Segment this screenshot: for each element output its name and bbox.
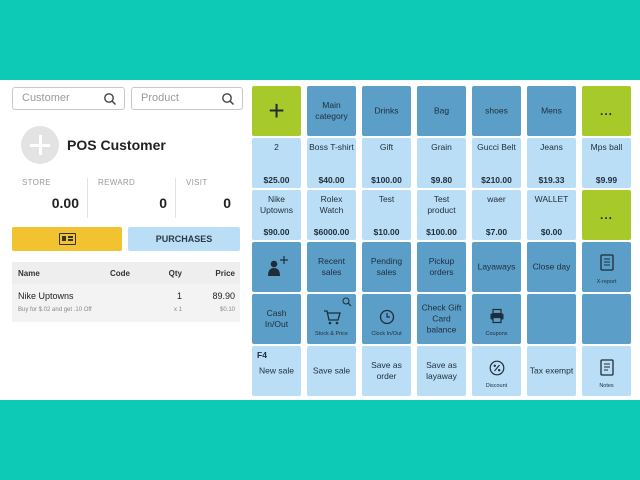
plus-icon: + — [268, 95, 285, 126]
close-day-button[interactable]: Close day — [527, 242, 576, 292]
visit-label: VISIT — [186, 178, 208, 187]
col-name: Name — [18, 269, 40, 278]
percent-icon — [489, 360, 504, 376]
product-search-input[interactable]: Product — [131, 87, 243, 110]
pos-screen: Customer Product POS Customer STORE 0.00… — [0, 80, 640, 400]
visit-value: 0 — [223, 195, 231, 211]
item-discount-price: $0.10 — [219, 307, 235, 313]
product-tile[interactable]: WALLET $0.00 — [527, 190, 576, 240]
add-item-button[interactable]: + — [252, 86, 301, 136]
category-main[interactable]: Main category — [307, 86, 356, 136]
new-sale-button[interactable]: F4 New sale — [252, 346, 301, 396]
col-price: Price — [215, 269, 235, 278]
report-icon — [599, 254, 614, 271]
empty-tile[interactable] — [582, 294, 631, 344]
category-mens[interactable]: Mens — [527, 86, 576, 136]
f4-shortcut: F4 — [257, 350, 267, 360]
cash-in-out-button[interactable]: Cash In/Out — [252, 294, 301, 344]
reward-stat: REWARD 0 — [98, 178, 176, 218]
search-icon — [342, 297, 352, 307]
stock-price-button[interactable]: Stock & Price — [307, 294, 356, 344]
x-report-button[interactable]: X-report — [582, 242, 631, 292]
purchases-button[interactable]: PURCHASES — [128, 227, 240, 251]
reward-label: REWARD — [98, 178, 136, 187]
customer-search-input[interactable]: Customer — [12, 87, 125, 110]
discount-button[interactable]: Discount — [472, 346, 521, 396]
search-icon[interactable] — [103, 92, 117, 106]
left-panel: Customer Product POS Customer STORE 0.00… — [0, 80, 250, 400]
customer-name: POS Customer — [67, 137, 166, 153]
layaways-button[interactable]: Layaways — [472, 242, 521, 292]
pending-sales-button[interactable]: Pending sales — [362, 242, 411, 292]
item-discount-qty: x 1 — [173, 307, 182, 313]
category-drinks[interactable]: Drinks — [362, 86, 411, 136]
add-customer-button[interactable] — [252, 242, 301, 292]
item-discount-text: Buy for $.02 and get .10 Off — [18, 307, 92, 313]
empty-tile[interactable] — [527, 294, 576, 344]
product-grid: + Main category Drinks Bag shoes Mens ..… — [252, 86, 634, 396]
col-qty: Qty — [168, 269, 182, 278]
product-tile[interactable]: Gucci Belt $210.00 — [472, 138, 521, 188]
save-as-order-button[interactable]: Save as order — [362, 346, 411, 396]
product-tile[interactable]: Gift $100.00 — [362, 138, 411, 188]
more-products-button[interactable]: ... — [582, 190, 631, 240]
printer-icon — [490, 308, 503, 324]
cart-icon — [323, 310, 341, 325]
id-card-icon — [59, 233, 76, 245]
product-tile[interactable]: Nike Uptowns $90.00 — [252, 190, 301, 240]
clock-icon — [379, 309, 394, 325]
product-tile[interactable]: Test $10.00 — [362, 190, 411, 240]
gift-card-balance-button[interactable]: Check Gift Card balance — [417, 294, 466, 344]
customer-search-placeholder: Customer — [22, 92, 70, 104]
search-icon[interactable] — [221, 92, 235, 106]
product-tile[interactable]: Grain $9.80 — [417, 138, 466, 188]
col-code: Code — [110, 269, 130, 278]
store-label: STORE — [22, 178, 51, 187]
notes-button[interactable]: Notes — [582, 346, 631, 396]
category-shoes[interactable]: shoes — [472, 86, 521, 136]
item-price: 89.90 — [212, 291, 235, 301]
save-as-layaway-button[interactable]: Save as layaway — [417, 346, 466, 396]
product-tile[interactable]: Test product $100.00 — [417, 190, 466, 240]
cart-row[interactable]: Nike Uptowns 1 89.90 Buy for $.02 and ge… — [12, 284, 240, 322]
product-tile[interactable]: Mps ball $9.99 — [582, 138, 631, 188]
product-search-placeholder: Product — [141, 92, 179, 104]
save-sale-button[interactable]: Save sale — [307, 346, 356, 396]
visit-stat: VISIT 0 — [186, 178, 240, 218]
category-bag[interactable]: Bag — [417, 86, 466, 136]
add-customer-avatar[interactable] — [21, 126, 59, 164]
tax-exempt-button[interactable]: Tax exempt — [527, 346, 576, 396]
product-tile[interactable]: 2 $25.00 — [252, 138, 301, 188]
store-value: 0.00 — [51, 195, 79, 211]
product-tile[interactable]: Jeans $19.33 — [527, 138, 576, 188]
item-qty: 1 — [176, 291, 182, 301]
product-tile[interactable]: waer $7.00 — [472, 190, 521, 240]
notes-icon — [599, 359, 614, 376]
pickup-orders-button[interactable]: Pickup orders — [417, 242, 466, 292]
clock-in-out-button[interactable]: Clock In/Out — [362, 294, 411, 344]
cart-table-header: Name Code Qty Price — [12, 262, 240, 284]
product-tile[interactable]: Rolex Watch $6000.00 — [307, 190, 356, 240]
reward-value: 0 — [159, 195, 167, 211]
add-user-icon — [267, 256, 288, 276]
store-credit-stat: STORE 0.00 — [22, 178, 88, 218]
customer-card-button[interactable] — [12, 227, 122, 251]
product-tile[interactable]: Boss T-shirt $40.00 — [307, 138, 356, 188]
recent-sales-button[interactable]: Recent sales — [307, 242, 356, 292]
more-categories-button[interactable]: ... — [582, 86, 631, 136]
item-name: Nike Uptowns — [18, 291, 74, 301]
coupons-button[interactable]: Coupons — [472, 294, 521, 344]
